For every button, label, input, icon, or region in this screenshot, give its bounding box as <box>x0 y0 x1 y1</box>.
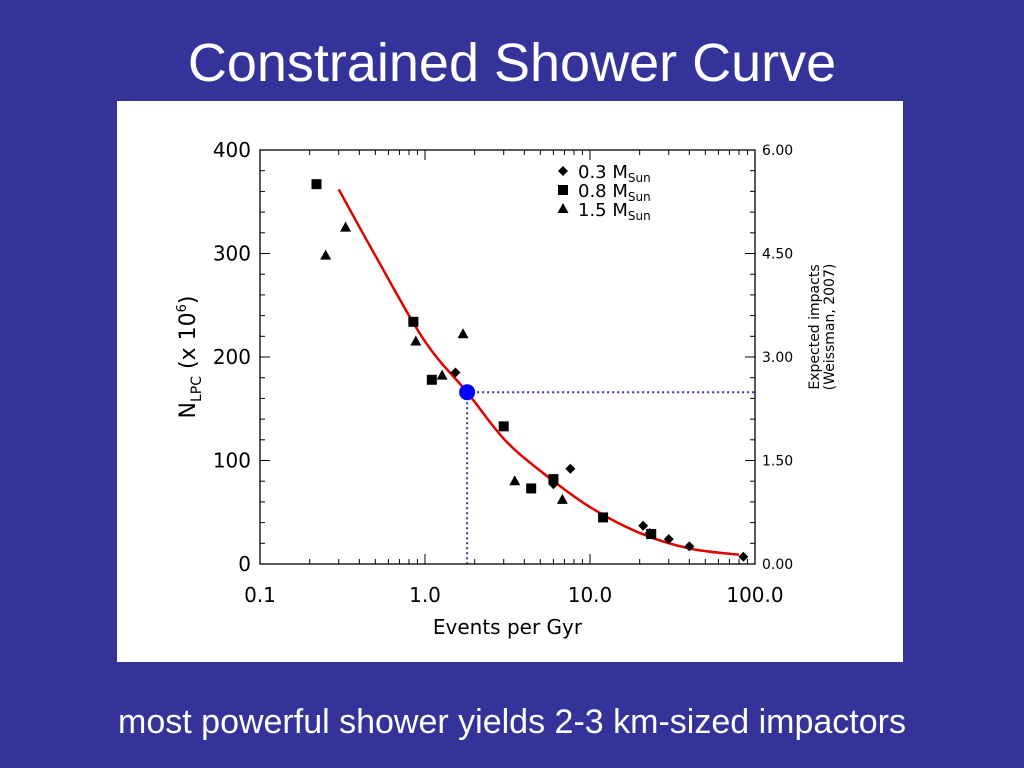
y-tick-label: 200 <box>213 345 251 369</box>
fit-curve <box>337 188 740 556</box>
point-square <box>426 374 437 385</box>
y-tick-label: 0 <box>238 552 251 576</box>
point-diamond <box>450 367 461 378</box>
point-square <box>548 474 559 485</box>
y-tick-label: 100 <box>213 449 251 473</box>
x-tick-label: 0.1 <box>244 583 276 607</box>
point-triangle <box>457 328 469 339</box>
point-diamond <box>738 551 749 562</box>
y-tick-label: 400 <box>213 138 251 162</box>
legend-label: 0.8 MSun <box>578 181 651 204</box>
y2-tick-label: 4.50 <box>762 247 793 263</box>
x-tick-label: 100.0 <box>726 583 783 607</box>
legend-label: 1.5 MSun <box>578 200 651 223</box>
legend-marker-diamond <box>558 166 568 176</box>
point-triangle <box>340 221 352 232</box>
highlight-point <box>459 384 476 401</box>
slide-caption: most powerful shower yields 2-3 km-sized… <box>118 703 906 741</box>
y-axis-label: NLPC (x 106) <box>175 296 205 419</box>
y2-tick-label: 3.00 <box>762 350 793 366</box>
point-diamond <box>684 541 695 552</box>
x-axis-label: Events per Gyr <box>433 615 583 639</box>
axes <box>259 149 756 565</box>
fit-curve-group <box>337 188 740 556</box>
y2-tick-label: 0.00 <box>762 557 793 573</box>
point-diamond <box>663 534 674 545</box>
y2-axis-label: Expected impacts <box>807 264 823 389</box>
point-triangle <box>320 249 332 260</box>
y2-axis-label: (Weissman, 2007) <box>822 264 838 391</box>
point-diamond <box>565 463 576 474</box>
x-tick-label: 1.0 <box>409 583 441 607</box>
x-tick-label: 10.0 <box>568 583 613 607</box>
legend-label: 0.3 MSun <box>578 162 651 185</box>
legend-marker-square <box>558 185 568 195</box>
y-tick-label: 300 <box>213 242 251 266</box>
point-triangle <box>556 493 568 504</box>
point-square <box>498 421 509 432</box>
axis-labels: 0.1 1.0 10.0 100.0 0 100 200 300 400 0.00 1.50 3.00… <box>175 138 838 639</box>
data-points <box>311 179 749 562</box>
point-triangle <box>509 475 521 486</box>
chart-panel: 0.3 MSun 0.8 MSun 1.5 MSun 0.1 1.0 10.0 100.0… <box>117 101 903 662</box>
point-square <box>311 179 322 190</box>
legend-marker-triangle <box>557 203 569 213</box>
plot-frame <box>259 149 756 565</box>
point-square <box>526 483 537 494</box>
y2-tick-label: 6.00 <box>762 143 793 159</box>
y2-tick-label: 1.50 <box>762 454 793 470</box>
point-triangle <box>410 335 422 346</box>
guide-lines <box>466 391 755 564</box>
point-square <box>598 512 609 523</box>
slide-title: Constrained Shower Curve <box>187 33 837 93</box>
point-diamond <box>638 520 649 531</box>
point-square <box>646 528 657 539</box>
point-square <box>408 316 419 327</box>
point-triangle <box>436 369 448 380</box>
